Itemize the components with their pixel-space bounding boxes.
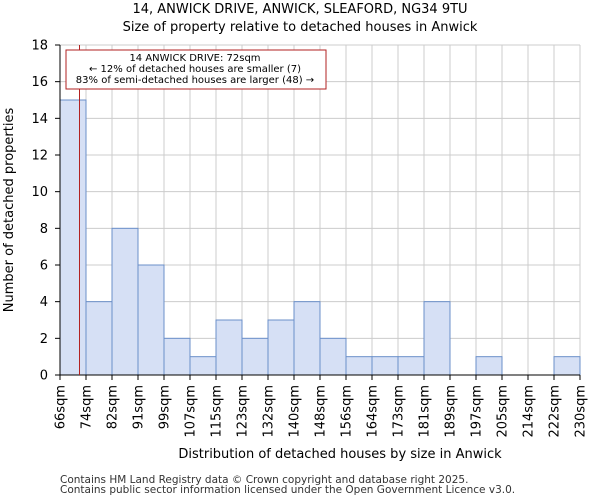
annotation-line-3: 83% of semi-detached houses are larger (… — [76, 75, 314, 86]
footer-licence: Contains public sector information licen… — [60, 484, 516, 496]
y-tick-label: 14 — [31, 112, 48, 127]
x-tick-label: 140sqm — [288, 385, 303, 438]
y-tick-label: 2 — [40, 332, 48, 347]
annotation-border — [65, 49, 327, 90]
y-tick-label: 10 — [31, 185, 48, 200]
histogram-bar — [59, 99, 87, 376]
y-tick-labels: 0 2 4 6 8 10 12 14 16 18 — [31, 39, 48, 384]
histogram-bar — [267, 319, 295, 376]
x-tick-label: 99sqm — [158, 385, 173, 429]
x-tick-label: 156sqm — [340, 385, 355, 438]
x-tick-label: 173sqm — [392, 385, 407, 438]
histogram-bar — [137, 264, 165, 376]
x-tick-label: 205sqm — [496, 385, 511, 438]
x-tick-labels: 66sqm 74sqm 82sqm 91sqm 99sqm 107sqm 115sqm 123… — [54, 385, 589, 438]
histogram-bar — [553, 356, 581, 376]
y-tick-label: 6 — [40, 259, 48, 274]
axes — [55, 44, 581, 380]
histogram-bar — [475, 356, 503, 376]
y-tick-label: 4 — [40, 295, 48, 310]
x-tick-label: 189sqm — [444, 385, 459, 438]
x-tick-label: 132sqm — [262, 385, 277, 438]
x-tick-label: 181sqm — [418, 385, 433, 438]
y-tick-label: 16 — [31, 75, 48, 90]
chart-title-address: 14, ANWICK DRIVE, ANWICK, SLEAFORD, NG34… — [132, 2, 468, 17]
histogram-bar — [423, 301, 451, 376]
x-tick-label: 222sqm — [548, 385, 563, 438]
histogram-bar — [397, 356, 425, 376]
annotation-line-1: 14 ANWICK DRIVE: 72sqm — [129, 53, 260, 64]
x-tick-label: 214sqm — [522, 385, 537, 438]
x-tick-label: 74sqm — [80, 385, 95, 429]
annotation-line-2: ← 12% of detached houses are smaller (7) — [89, 64, 301, 75]
chart-subtitle: Size of property relative to detached ho… — [122, 20, 478, 35]
bars — [59, 99, 581, 376]
x-tick-label: 82sqm — [106, 385, 121, 429]
x-tick-label: 115sqm — [210, 385, 225, 438]
footer-copyright: Contains HM Land Registry data © Crown c… — [60, 474, 469, 486]
y-tick-label: 12 — [31, 149, 48, 164]
y-axis-label: Number of detached properties — [2, 108, 17, 313]
x-tick-label: 197sqm — [470, 385, 485, 438]
histogram-bar — [189, 356, 217, 376]
y-tick-label: 8 — [40, 222, 48, 237]
x-tick-label: 66sqm — [54, 385, 69, 429]
x-tick-label: 148sqm — [314, 385, 329, 438]
annotation-box: 14 ANWICK DRIVE: 72sqm ← 12% of detached… — [65, 49, 327, 90]
x-axis-label: Distribution of detached houses by size … — [178, 447, 502, 462]
x-tick-label: 230sqm — [574, 385, 589, 438]
y-tick-label: 0 — [40, 369, 48, 384]
histogram-bar — [319, 337, 347, 376]
histogram-bar — [85, 301, 113, 376]
histogram-bar — [345, 356, 373, 376]
x-tick-label: 107sqm — [184, 385, 199, 438]
histogram-bar — [371, 356, 399, 376]
histogram-bar — [293, 301, 321, 376]
y-tick-label: 18 — [31, 39, 48, 54]
histogram-bar — [163, 337, 191, 376]
x-tick-label: 164sqm — [366, 385, 381, 438]
histogram-bar — [215, 319, 243, 376]
x-tick-label: 91sqm — [132, 385, 147, 429]
histogram-bar — [241, 337, 269, 376]
x-tick-label: 123sqm — [236, 385, 251, 438]
histogram-bar — [111, 227, 139, 376]
